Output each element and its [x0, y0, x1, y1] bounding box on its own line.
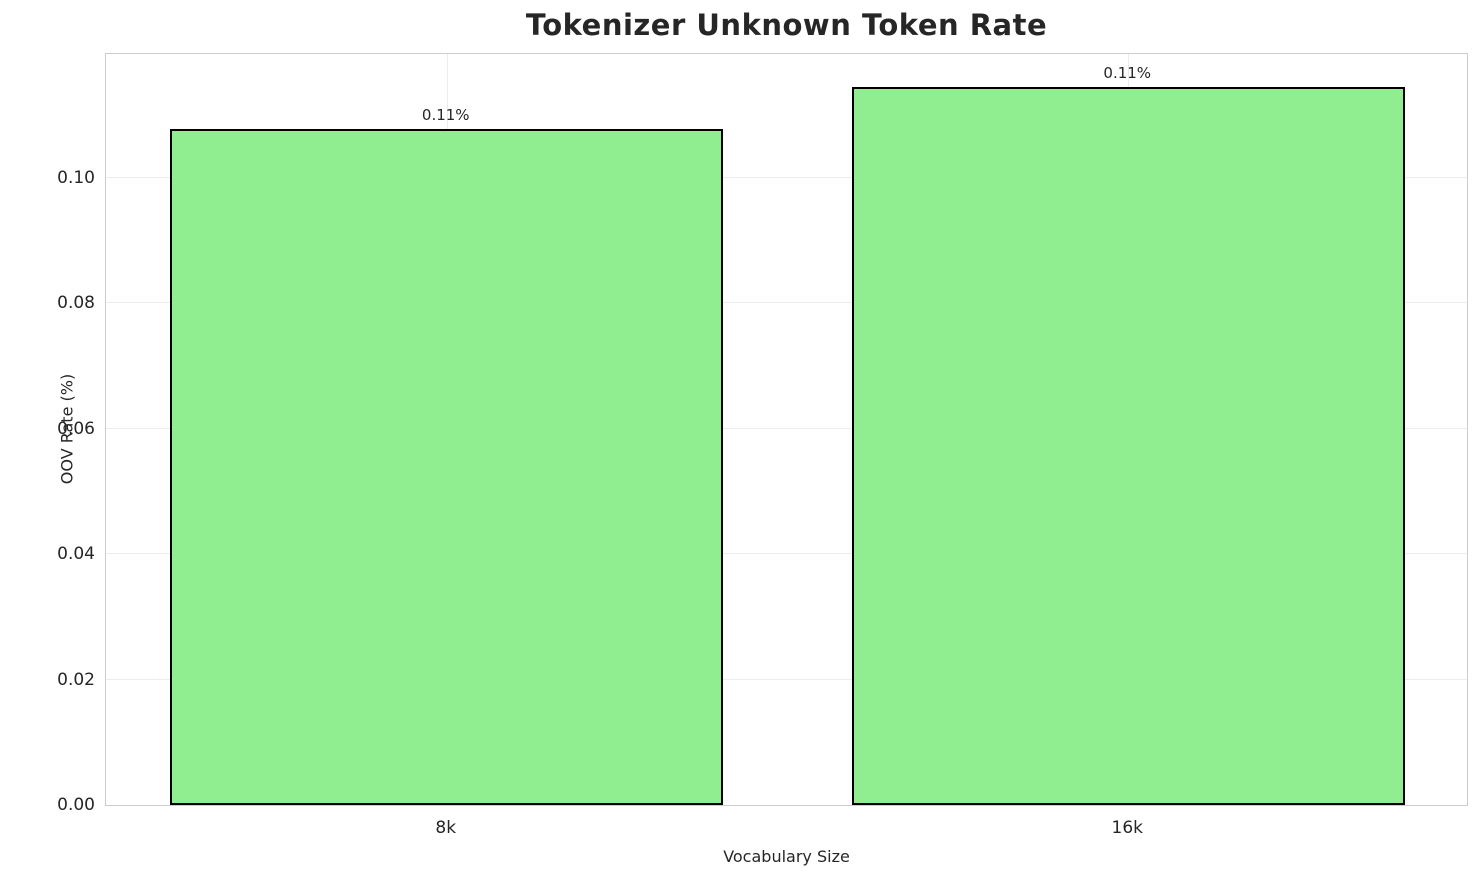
- y-tick-label: 0.00: [57, 795, 95, 815]
- y-tick-label: 0.06: [57, 418, 95, 439]
- bar-8k: [170, 128, 724, 805]
- bar-16k: [851, 86, 1405, 805]
- gridline-horizontal: [106, 302, 1467, 303]
- bar-value-label: 0.11%: [1103, 63, 1152, 82]
- y-tick-label: 0.10: [57, 167, 95, 188]
- gridline-horizontal: [106, 427, 1467, 429]
- gridline-horizontal: [106, 553, 1467, 554]
- y-tick-label: 0.04: [57, 544, 95, 564]
- x-tick-label-16k: 16k: [1111, 818, 1143, 838]
- bar-value-label: 0.11%: [421, 105, 470, 124]
- chart-title: Tokenizer Unknown Token Rate: [525, 8, 1048, 42]
- plot-area: [105, 53, 1468, 806]
- gridline-horizontal: [106, 678, 1467, 680]
- x-tick-label-8k: 8k: [435, 818, 457, 838]
- y-tick-label: 0.08: [57, 293, 95, 313]
- x-axis-label: Vocabulary Size: [723, 847, 850, 866]
- y-axis-label: OOV Rate (%): [57, 373, 77, 485]
- y-tick-label: 0.02: [57, 669, 95, 690]
- gridline-horizontal: [106, 176, 1467, 178]
